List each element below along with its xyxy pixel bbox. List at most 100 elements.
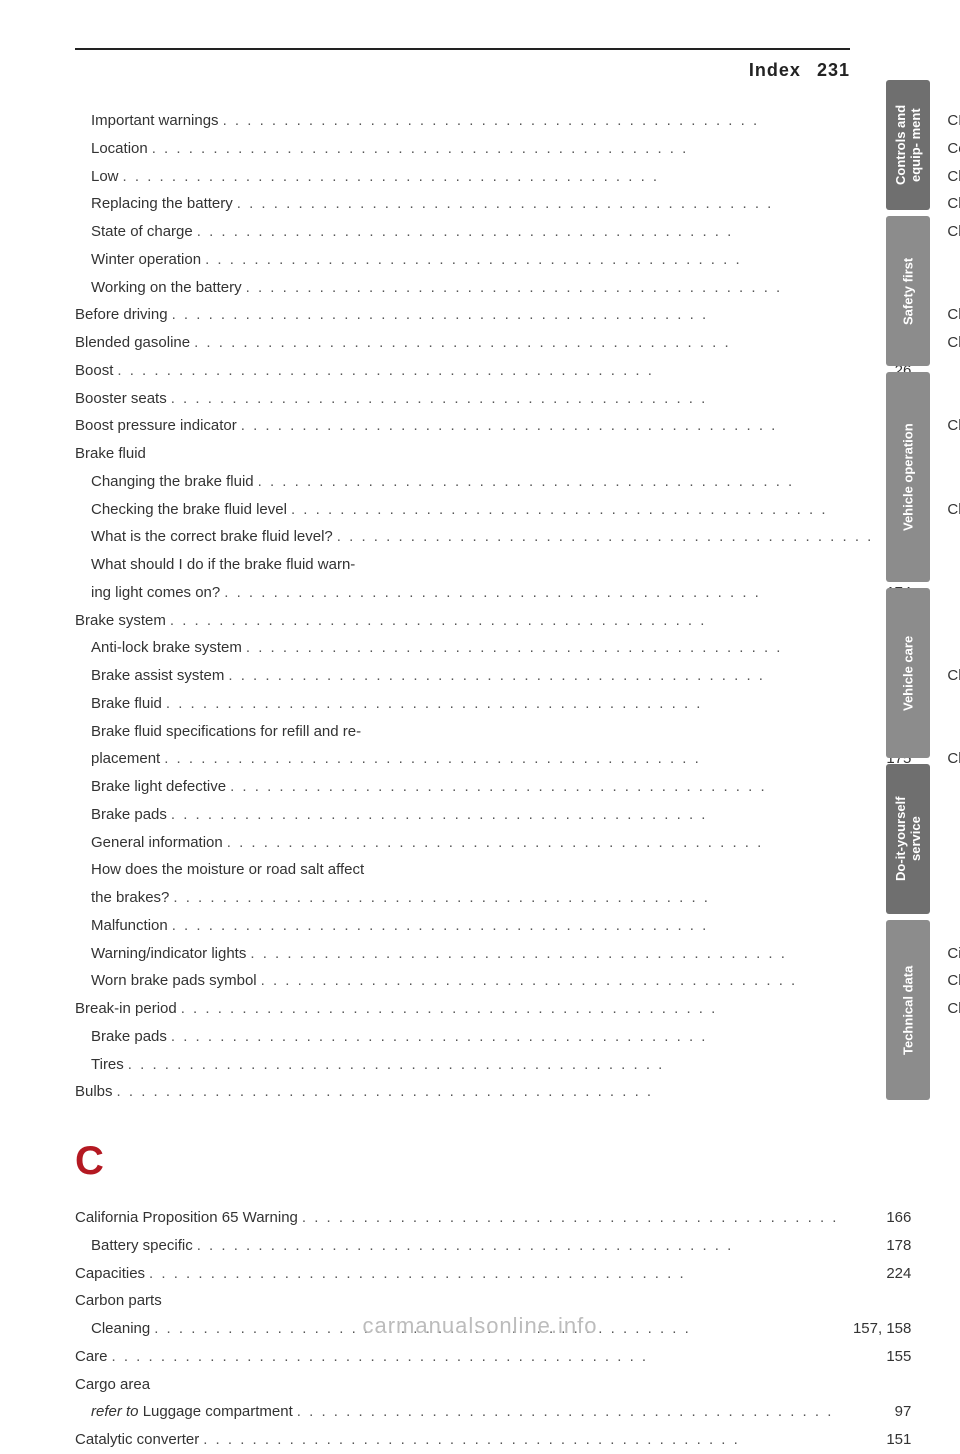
index-entry-heading: Child restraints: [947, 412, 960, 440]
index-entry: Boost26: [75, 357, 911, 385]
index-entry-heading: Important things to know when driving: [947, 607, 960, 635]
index-entry-label: Bulbs: [75, 1078, 113, 1106]
index-entry-heading: Child restraint: [947, 329, 960, 357]
index-entry-label: Blended gasoline: [75, 329, 190, 357]
index-entry-label: What should I do if the brake fluid warn…: [91, 551, 355, 579]
index-entry-label: Brake system: [75, 607, 166, 635]
leader-dots: [223, 829, 878, 857]
index-entry-label: Certification: [947, 135, 960, 163]
index-entry: Convertible locking retractor138: [947, 523, 960, 551]
leader-dots: [119, 163, 878, 191]
index-entry-label: Replacing the battery: [91, 190, 233, 218]
index-entry-label: Changing engine oil: [947, 190, 960, 218]
index-entry-page: 97: [877, 1398, 911, 1426]
leader-dots: [160, 745, 877, 773]
side-tab[interactable]: Do-it-yourself service: [886, 764, 930, 914]
index-entry: seat in my vehicle?133: [947, 856, 960, 884]
index-entry: Convertible child seats135: [947, 801, 960, 829]
index-entry-label: Boost pressure indicator: [75, 412, 237, 440]
index-entry-label: Boost: [75, 357, 113, 385]
index-entry: Child safety130: [947, 496, 960, 524]
index-entry-label: Checking: [947, 218, 960, 246]
side-tab[interactable]: Technical data: [886, 920, 930, 1100]
index-entry: Malfunction14: [75, 912, 911, 940]
index-entry-label: Climate controls: [947, 995, 960, 1023]
index-entry-page: 178: [877, 1232, 911, 1260]
index-entry: ing light comes on?174: [75, 579, 911, 607]
index-right-column: CD changer66Certification229Changing a f…: [947, 107, 960, 1454]
index-entry: Worn brake pads symbol19: [75, 967, 911, 995]
side-tab[interactable]: Vehicle operation: [886, 372, 930, 582]
index-entry: Engine coolant level173: [947, 274, 960, 302]
index-entry-label: placement: [91, 745, 160, 773]
index-entry: CD changer66: [947, 107, 960, 135]
side-tab[interactable]: Controls and equip- ment: [886, 80, 930, 210]
leader-dots: [219, 107, 878, 135]
index-left-column: Important warnings177Location177Low147Re…: [75, 107, 911, 1454]
index-entry-label: Brake fluid specifications for refill an…: [91, 718, 361, 746]
index-entry-label: State of charge: [91, 218, 193, 246]
index-entry-label: Cigarette lighter: [947, 940, 960, 968]
index-entry: A/C operation71: [947, 1023, 960, 1051]
index-entry-label: Before driving: [75, 301, 168, 329]
index-entry-heading: How do I properly install a child safety: [947, 829, 960, 857]
leader-dots: [177, 995, 878, 1023]
index-entry-label: ing light comes on?: [91, 579, 220, 607]
index-entry: Battery acid level178: [947, 246, 960, 274]
index-entry-heading: Child safety seats: [947, 745, 960, 773]
index-entry-heading: Brake fluid: [75, 440, 911, 468]
side-tab[interactable]: Vehicle care: [886, 588, 930, 758]
leader-dots: [293, 1398, 878, 1426]
leader-dots: [169, 884, 877, 912]
index-entry: about child restraints and their use?141: [947, 468, 960, 496]
index-entry: Tires150: [75, 1051, 911, 1079]
index-entry: Checking the brake fluid level174: [75, 496, 911, 524]
index-entry: Brake light defective20: [75, 773, 911, 801]
leader-dots: [167, 385, 878, 413]
page: Index 231 Important warnings177Location1…: [0, 0, 960, 1361]
index-entry: Location177: [75, 135, 911, 163]
leader-dots: [298, 1204, 877, 1232]
index-entry-label: Brake fluid: [75, 440, 146, 468]
index-entry-label: Worn brake pads symbol: [91, 967, 257, 995]
index-entry: Brake pads150: [75, 1023, 911, 1051]
index-entry-label: Break-in period: [75, 995, 177, 1023]
leader-dots: [167, 1023, 877, 1051]
index-entry: Break-in period150: [75, 995, 911, 1023]
index-entry-label: Brake pads: [91, 801, 167, 829]
index-entry: Brake fluid174: [75, 690, 911, 718]
leader-dots: [166, 607, 878, 635]
index-entry: Changing engine oil171: [947, 190, 960, 218]
index-entry-label: Working on the battery: [91, 274, 242, 302]
index-entry: Controls68: [947, 1134, 960, 1162]
index-entry-heading: Where can I get additional information: [947, 440, 960, 468]
leader-dots: [226, 773, 877, 801]
index-entry-label: Child restraint: [947, 329, 960, 357]
side-tab[interactable]: Safety first: [886, 216, 930, 366]
index-entry: Brake system174: [75, 607, 911, 635]
index-entry-label: Brake light defective: [91, 773, 226, 801]
index-entry: Changing a flat tire209: [947, 163, 960, 191]
index-entry: Blended gasoline161: [75, 329, 911, 357]
leader-dots: [190, 329, 877, 357]
index-entry-label: Malfunction: [91, 912, 168, 940]
index-entry: Cigarette lighter65: [947, 940, 960, 968]
index-entry: Installing138: [947, 718, 960, 746]
index-entry-label: Battery specific: [91, 1232, 193, 1260]
index-entry: Working on the battery177: [75, 274, 911, 302]
leader-dots: [220, 579, 877, 607]
index-entry-heading: Checking: [947, 218, 960, 246]
index-entry: Warning/indicator lights14: [75, 940, 911, 968]
index-entry-page: 155: [877, 1343, 911, 1371]
index-entry: Heated seats72: [947, 1245, 960, 1273]
index-entry-heading: What should I do if the brake fluid warn…: [75, 551, 911, 579]
index-entry: Infant seats135: [947, 884, 960, 912]
index-entry: Certification229: [947, 135, 960, 163]
index-entry-label: Child safety seats: [947, 745, 960, 773]
index-entry: the brakes?145: [75, 884, 911, 912]
index-entry-label: Checking tire pressure: [947, 301, 960, 329]
index-entry: Air recirculation mode71: [947, 1078, 960, 1106]
index-entry: with children130: [947, 634, 960, 662]
index-entry: Low147: [75, 163, 911, 191]
index-entry-label: Low: [91, 163, 119, 191]
